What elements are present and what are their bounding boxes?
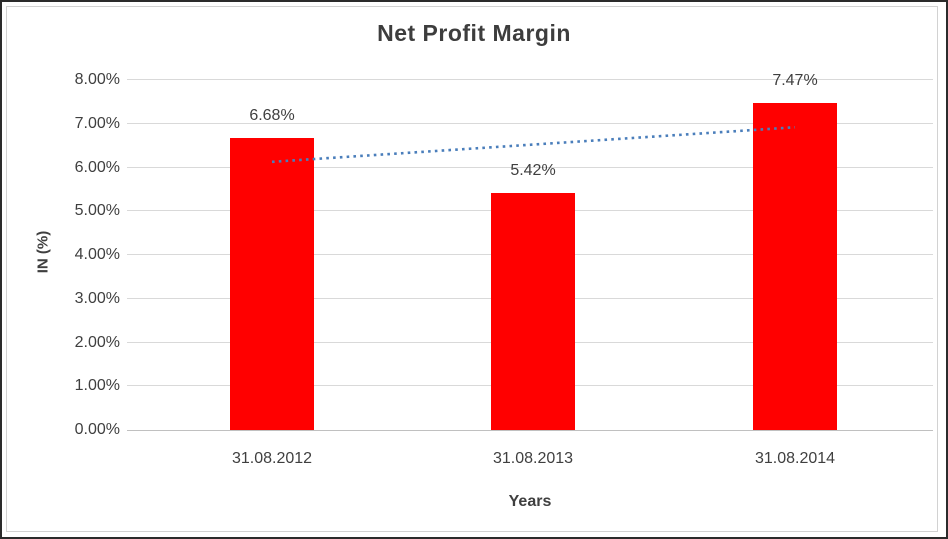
- bar-31.08.2014[interactable]: [753, 103, 837, 430]
- data-label: 6.68%: [249, 106, 295, 124]
- y-tick-label: 7.00%: [74, 114, 120, 132]
- gridline: [127, 430, 933, 431]
- x-tick-label: 31.08.2014: [754, 450, 836, 467]
- gridline: [127, 79, 933, 80]
- x-tick-label: 31.08.2013: [492, 450, 574, 467]
- x-axis-title: Years: [508, 493, 552, 510]
- bar-31.08.2012[interactable]: [230, 137, 314, 430]
- x-tick-label: 31.08.2012: [231, 450, 313, 467]
- data-label: 7.47%: [772, 72, 818, 90]
- data-label: 5.42%: [510, 161, 556, 179]
- y-tick-label: 4.00%: [74, 246, 120, 263]
- trendline: [271, 125, 796, 164]
- y-tick-label: 0.00%: [74, 421, 120, 438]
- y-tick-label: 1.00%: [74, 377, 120, 395]
- y-tick-label: 8.00%: [74, 71, 120, 88]
- y-tick-label: 5.00%: [74, 202, 120, 220]
- chart-title: Net Profit Margin: [377, 20, 571, 46]
- y-tick-label: 2.00%: [74, 333, 120, 351]
- bar-31.08.2013[interactable]: [491, 192, 575, 430]
- plot-area: 6.68% 5.42% 7.47%: [127, 72, 933, 431]
- y-tick-label: 6.00%: [74, 158, 120, 176]
- gridline: [127, 166, 933, 168]
- gridline: [127, 122, 933, 124]
- y-tick-label: 3.00%: [74, 289, 120, 307]
